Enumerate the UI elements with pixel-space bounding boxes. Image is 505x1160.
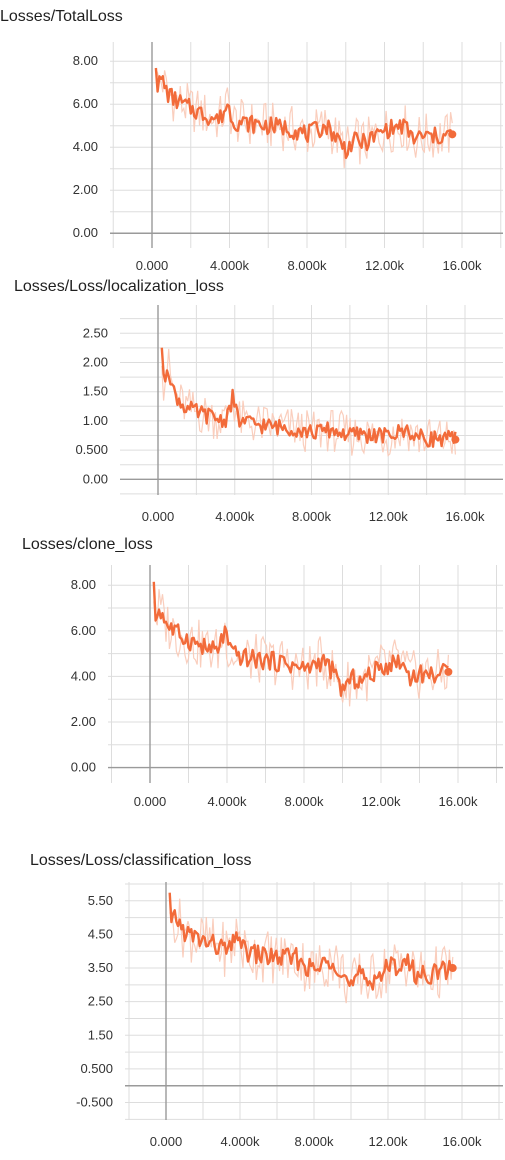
x-tick-label: 0.000: [134, 794, 167, 809]
y-tick-label: 2.50: [83, 325, 108, 340]
x-tick-label: 4.000k: [207, 794, 247, 809]
x-tick-label: 12.00k: [369, 509, 409, 524]
x-tick-label: 12.00k: [361, 794, 401, 809]
series-line: [160, 347, 457, 448]
series-line: [152, 581, 449, 698]
series-line: [154, 67, 454, 160]
chart-panel-classification-loss: Losses/Loss/classification_loss -0.500 0.…: [0, 840, 505, 1160]
chart-localization-loss: 0.00 0.500 1.00 1.50 2.00 2.50 0.000 4.000k 8.00…: [75, 305, 503, 524]
y-tick-label: 1.50: [88, 1027, 113, 1042]
y-tick-label: 2.00: [83, 354, 108, 369]
series-line: [168, 892, 454, 991]
x-tick-label: 8.000k: [292, 509, 332, 524]
y-tick-label: 2.50: [88, 994, 113, 1009]
chart-title: Losses/clone_loss: [22, 536, 153, 553]
series-raw-line: [153, 589, 449, 707]
series-raw-line: [155, 70, 453, 169]
y-tick-label: 5.50: [88, 893, 113, 908]
y-tick-label: -0.500: [76, 1095, 113, 1110]
series-end-point: [444, 667, 453, 676]
y-tick-label: 0.500: [80, 1061, 113, 1076]
x-tick-label: 0.000: [136, 258, 169, 273]
x-tick-label: 8.000k: [287, 258, 327, 273]
chart-clone-loss: 0.00 2.00 4.00 6.00 8.00 0.000 4.000k 8.000k 12.…: [71, 565, 503, 809]
y-tick-label: 0.00: [83, 471, 108, 486]
chart-panel-localization-loss: Losses/Loss/localization_loss 0.00 0.500 1…: [0, 275, 505, 540]
y-tick-label: 4.00: [71, 668, 96, 683]
y-tick-label: 0.00: [73, 225, 98, 240]
y-tick-label: 0.500: [75, 442, 108, 457]
series-end-point: [448, 964, 457, 973]
chart-panel-clone-loss: Losses/clone_loss 0.00 2.00 4.00 6.00 8.00 0.…: [0, 535, 505, 825]
chart-title: Losses/Loss/classification_loss: [30, 852, 252, 869]
x-tick-label: 8.000k: [284, 794, 324, 809]
x-tick-label: 16.00k: [445, 509, 485, 524]
chart-total-loss: 0.00 2.00 4.00 6.00 8.00 0.000 4.000k 8.000k 12.…: [73, 42, 503, 273]
y-tick-label: 8.00: [73, 53, 98, 68]
series-raw-line: [169, 898, 454, 1004]
x-tick-label: 4.000k: [220, 1134, 260, 1149]
x-tick-label: 12.00k: [368, 1134, 408, 1149]
chart-title: Losses/Loss/localization_loss: [14, 278, 224, 295]
x-tick-label: 16.00k: [438, 794, 478, 809]
y-tick-label: 2.00: [71, 714, 96, 729]
x-tick-label: 4.000k: [210, 258, 250, 273]
x-tick-label: 0.000: [142, 509, 175, 524]
y-tick-label: 4.50: [88, 926, 113, 941]
y-tick-label: 2.00: [73, 182, 98, 197]
chart-panel-total-loss: Losses/TotalLoss 0.00 2.00 4.00 6.00 8.00 0.0…: [0, 0, 505, 280]
y-tick-label: 6.00: [73, 96, 98, 111]
series-end-point: [451, 435, 460, 444]
x-tick-label: 4.000k: [215, 509, 255, 524]
series-end-point: [448, 130, 457, 139]
x-tick-label: 16.00k: [442, 258, 482, 273]
x-tick-label: 16.00k: [442, 1134, 482, 1149]
chart-title: Losses/TotalLoss: [0, 8, 123, 25]
x-tick-label: 8.000k: [294, 1134, 334, 1149]
y-tick-label: 1.50: [83, 384, 108, 399]
y-tick-label: 4.00: [73, 139, 98, 154]
x-tick-label: 12.00k: [365, 258, 405, 273]
x-tick-label: 0.000: [150, 1134, 183, 1149]
y-tick-label: 1.00: [83, 413, 108, 428]
chart-classification-loss: -0.500 0.500 1.50 2.50 3.50 4.50 5.50 0.000 4.00…: [76, 882, 503, 1149]
y-tick-label: 6.00: [71, 623, 96, 638]
y-tick-label: 8.00: [71, 577, 96, 592]
y-tick-label: 3.50: [88, 960, 113, 975]
y-tick-label: 0.00: [71, 760, 96, 775]
